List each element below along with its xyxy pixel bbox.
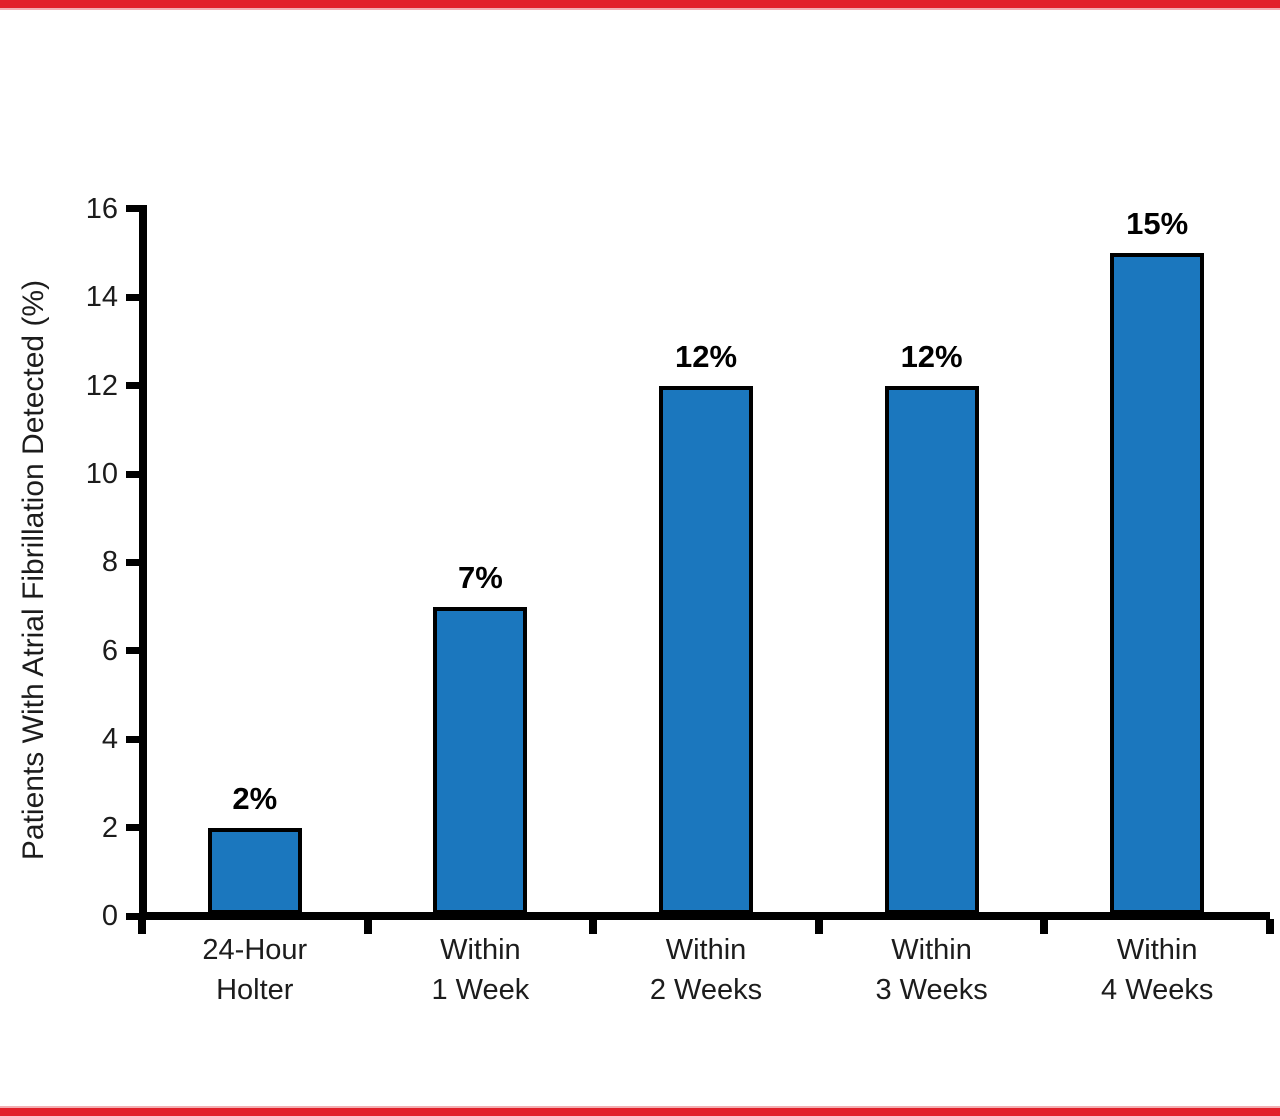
x-category-label-line: 2 Weeks <box>649 974 763 1006</box>
bar-value-label: 12% <box>900 338 963 374</box>
top-red-rule <box>0 0 1280 10</box>
bar-within-3-weeks <box>884 385 979 914</box>
bottom-red-rule-edge <box>0 1106 1280 1108</box>
y-tick-label: 16 <box>85 192 118 225</box>
top-red-rule-edge <box>0 8 1280 10</box>
x-tick <box>1040 919 1049 934</box>
x-category-label-line: Holter <box>216 974 294 1006</box>
bar-value-label: 7% <box>457 559 503 595</box>
top-red-rule-band <box>0 0 1280 8</box>
x-category-label: Within 3 Weeks <box>817 930 1047 1010</box>
x-category-label-line: 4 Weeks <box>1101 974 1214 1006</box>
bar-value-label: 15% <box>1126 206 1189 241</box>
x-category-label: Within 4 Weeks <box>1042 930 1272 1010</box>
y-tick <box>126 470 139 478</box>
x-category-label-line: Within <box>1116 934 1198 966</box>
x-tick <box>138 919 146 934</box>
x-category-label-line: Within <box>440 934 521 966</box>
x-tick <box>1266 919 1274 934</box>
y-tick-label: 0 <box>101 900 118 932</box>
bar-value-label: 12% <box>674 338 738 374</box>
x-category-label-line: Within <box>665 934 747 966</box>
bar-value-label: 2% <box>232 780 278 816</box>
y-tick <box>126 382 139 390</box>
y-tick-label: 10 <box>85 458 118 490</box>
x-tick <box>589 919 598 934</box>
x-tick <box>363 919 372 934</box>
x-category-label-line: 3 Weeks <box>875 974 988 1006</box>
y-tick-label: 8 <box>101 546 118 579</box>
x-category-label-line: 24-Hour <box>202 934 308 966</box>
x-category-label: Within 1 Week <box>365 930 595 1010</box>
y-tick <box>126 735 139 743</box>
bottom-red-rule <box>0 1106 1280 1116</box>
bar-within-1-week <box>433 606 528 914</box>
x-axis-line <box>139 912 1270 920</box>
y-tick <box>126 912 139 920</box>
bar-within-4-weeks <box>1110 253 1205 914</box>
x-tick <box>814 919 823 934</box>
y-tick-label: 12 <box>85 369 118 402</box>
y-tick-label: 6 <box>101 634 118 667</box>
bar-24-hour-holter <box>207 827 302 914</box>
bottom-red-rule-band <box>0 1108 1280 1116</box>
bar-within-2-weeks <box>659 385 753 914</box>
x-category-label-line: Within <box>891 934 972 966</box>
x-category-label: 24-Hour Holter <box>140 930 370 1010</box>
y-tick-label: 2 <box>101 811 118 844</box>
y-tick <box>126 293 139 301</box>
y-tick <box>126 824 139 832</box>
y-axis-line <box>139 205 147 920</box>
x-category-label-line: 1 Week <box>431 974 530 1006</box>
x-category-label: Within 2 Weeks <box>591 930 821 1010</box>
y-tick <box>126 558 139 566</box>
y-tick-label: 14 <box>85 281 118 314</box>
y-tick <box>126 647 139 655</box>
y-tick-label: 4 <box>101 723 118 756</box>
y-tick <box>126 205 139 213</box>
